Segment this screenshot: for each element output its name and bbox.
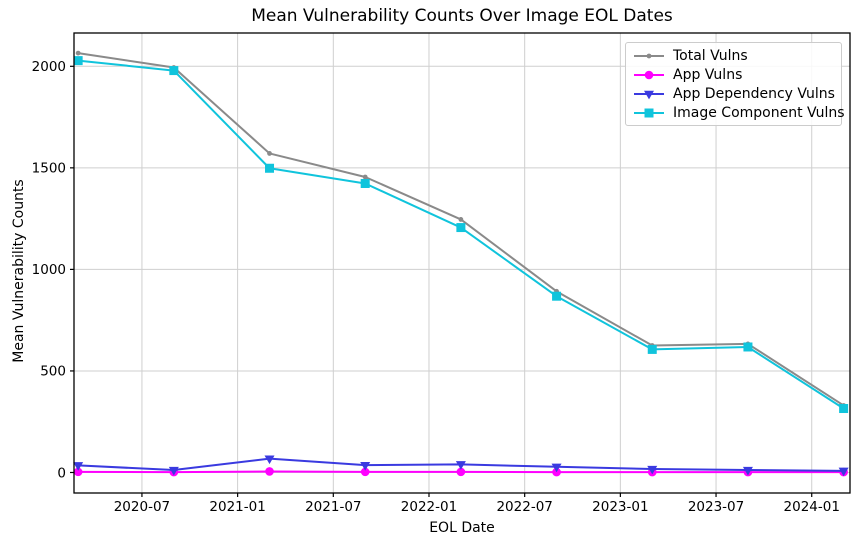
y-axis-label: Mean Vulnerability Counts: [11, 179, 27, 363]
series-marker-image-component-vulns: [552, 291, 562, 301]
series-marker-image-component-vulns: [169, 66, 179, 76]
legend-item-image-component-vulns: Image Component Vulns: [634, 103, 845, 122]
y-tick-label: 500: [40, 364, 66, 380]
chart-title: Mean Vulnerability Counts Over Image EOL…: [251, 6, 673, 26]
series-marker-total-vulns: [267, 151, 272, 156]
legend-item-app-dependency-vulns: App Dependency Vulns: [634, 84, 835, 103]
x-tick-label: 2023-07: [688, 499, 744, 515]
legend-swatch-total-vulns: [634, 53, 664, 58]
x-tick-label: 2022-01: [401, 499, 457, 515]
series-marker-app-dependency-vulns: [73, 462, 84, 471]
y-tick-label: 0: [57, 465, 66, 481]
series-marker-app-vulns: [73, 467, 83, 477]
series-marker-total-vulns: [458, 217, 464, 222]
series-marker-image-component-vulns: [456, 223, 466, 233]
series-marker-app-vulns: [456, 467, 466, 477]
series-marker-app-dependency-vulns: [168, 466, 179, 476]
series-marker-app-dependency-vulns: [551, 463, 562, 473]
series-marker-image-component-vulns: [73, 56, 83, 66]
legend-item-total-vulns: Total Vulns: [634, 46, 833, 65]
legend-marker-image-component-vulns: [644, 108, 654, 117]
legend-swatch-app-dependency-vulns: [634, 90, 664, 99]
legend-marker-total-vulns: [646, 53, 652, 58]
legend-swatch-app-vulns: [634, 70, 664, 79]
legend-label-image-component-vulns: Image Component Vulns: [673, 104, 845, 121]
series-marker-image-component-vulns: [265, 163, 275, 173]
series-marker-total-vulns: [75, 50, 81, 56]
series-marker-app-dependency-vulns: [838, 467, 849, 477]
series-marker-app-dependency-vulns: [264, 455, 275, 465]
x-tick-label: 2021-07: [305, 499, 361, 515]
legend-marker-app-dependency-vulns: [644, 90, 654, 99]
series-marker-image-component-vulns: [839, 404, 849, 414]
x-tick-label: 2024-01: [784, 499, 840, 515]
series-marker-app-dependency-vulns: [647, 465, 658, 475]
series-marker-app-dependency-vulns: [742, 466, 753, 476]
y-tick-label: 1500: [32, 161, 66, 177]
legend-marker-app-vulns: [644, 70, 654, 79]
series-marker-image-component-vulns: [360, 178, 370, 188]
series-marker-image-component-vulns: [743, 342, 753, 352]
legend-item-app-vulns: App Vulns: [634, 65, 833, 84]
series-marker-total-vulns: [362, 174, 368, 180]
legend-swatch-image-component-vulns: [634, 108, 664, 117]
x-tick-label: 2020-07: [114, 499, 170, 515]
x-tick-label: 2021-01: [209, 499, 265, 515]
x-tick-label: 2022-07: [496, 499, 552, 515]
legend: Total Vulns App Vulns App Dependency Vulns…: [625, 42, 845, 126]
series-marker-app-vulns: [360, 467, 370, 477]
legend-label-app-vulns: App Vulns: [673, 66, 743, 83]
y-tick-label: 2000: [32, 59, 66, 75]
plot-frame: [73, 32, 851, 494]
y-tick-label: 1000: [32, 262, 66, 278]
series-marker-app-vulns: [265, 467, 274, 476]
series-marker-image-component-vulns: [647, 344, 657, 354]
x-tick-label: 2023-01: [592, 499, 648, 515]
series-marker-app-dependency-vulns: [455, 461, 466, 470]
legend-label-total-vulns: Total Vulns: [673, 47, 748, 64]
legend-label-app-dependency-vulns: App Dependency Vulns: [673, 85, 835, 102]
x-axis-label: EOL Date: [429, 520, 495, 536]
series-marker-app-dependency-vulns: [360, 461, 371, 471]
